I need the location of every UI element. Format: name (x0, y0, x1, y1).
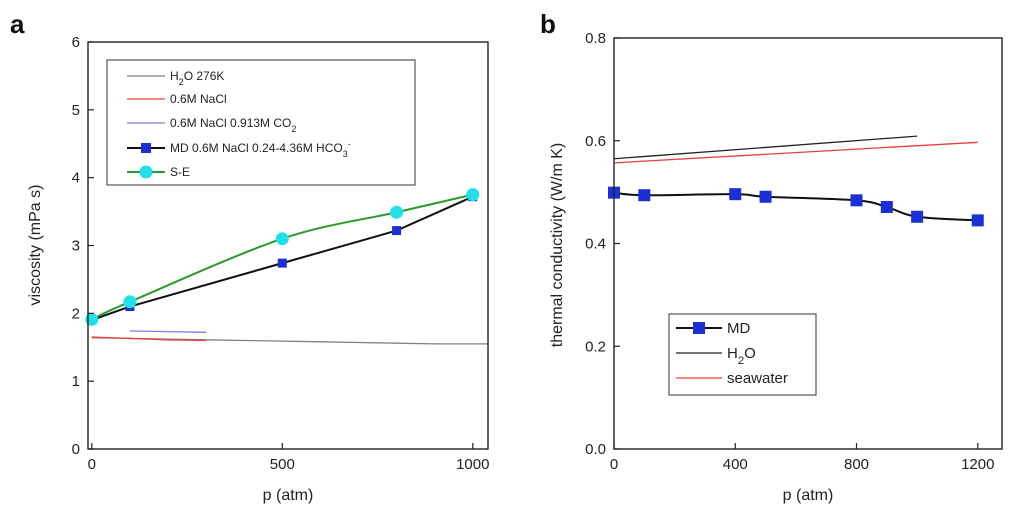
conductivity-y-axis-label: thermal conductivity (W/m K) (549, 143, 566, 347)
panel-a-label: a (10, 9, 25, 39)
x-tick-label: 800 (844, 456, 869, 473)
x-tick-label: 0 (610, 456, 618, 473)
legend-entry-4: S-E (170, 165, 190, 179)
data-point-circle (275, 232, 289, 246)
panel-b-label: b (540, 9, 556, 39)
legend-text: 0.6M NaCl (170, 92, 227, 106)
data-point-square (277, 258, 287, 268)
y-tick-label: 0 (72, 441, 80, 458)
data-point-circle (466, 188, 480, 202)
series-line-2 (613, 141, 978, 164)
data-point-circle (123, 295, 137, 309)
viscosity-y-axis-label: viscosity (mPa s) (27, 185, 44, 306)
x-tick-label: 0 (88, 456, 96, 473)
data-point-square (729, 188, 742, 201)
y-tick-label: 0.4 (585, 236, 606, 253)
data-point-square (911, 210, 924, 223)
series-line-2 (129, 330, 207, 333)
data-point-square (392, 226, 402, 236)
legend-swatch-square (693, 322, 705, 334)
y-tick-label: 0.2 (585, 338, 606, 355)
data-point-square (759, 190, 772, 203)
legend-entry-3: MD 0.6M NaCl 0.24-4.36M HCO3- (170, 139, 351, 159)
thermal-conductivity-chart: 0 400 800 1200 0.0 0.2 0.4 0.6 0.8 p (atm) therm… (549, 30, 1003, 504)
legend-text: 0.6M NaCl 0.913M CO (170, 116, 291, 130)
legend-text: H (727, 345, 738, 362)
legend-swatch-square (141, 143, 151, 153)
legend-entry-1: 0.6M NaCl (170, 92, 227, 106)
series-line-3 (91, 195, 474, 322)
data-point-circle (85, 312, 99, 326)
y-tick-label: 0.6 (585, 133, 606, 150)
viscosity-chart: 0 500 1000 0 1 2 3 4 5 6 p (atm) viscosity (mPa s… (27, 34, 489, 504)
legend-text: S-E (170, 165, 190, 179)
legend-text: seawater (727, 370, 788, 387)
legend-entry-2: seawater (727, 370, 788, 387)
legend-subscript: 2 (738, 355, 744, 367)
legend-entry-2: 0.6M NaCl 0.913M CO2 (170, 116, 296, 134)
x-tick-label: 400 (723, 456, 748, 473)
y-tick-label: 2 (72, 305, 80, 322)
legend-subscript: 2 (291, 124, 296, 134)
conductivity-ticks: 0 400 800 1200 0.0 0.2 0.4 0.6 0.8 (585, 30, 994, 473)
data-point-square (971, 214, 984, 227)
y-tick-label: 4 (72, 170, 80, 187)
y-tick-label: 3 (72, 238, 80, 255)
legend-superscript: - (348, 139, 351, 149)
y-tick-label: 6 (72, 34, 80, 51)
series-line-0 (613, 191, 978, 222)
legend-swatch-circle (139, 165, 153, 179)
legend-subscript: 3 (343, 149, 348, 159)
x-tick-label: 1200 (961, 456, 994, 473)
data-point-circle (390, 205, 404, 219)
data-point-square (638, 189, 651, 202)
legend-text: H (170, 69, 179, 83)
y-tick-label: 0.8 (585, 30, 606, 47)
y-tick-label: 5 (72, 102, 80, 119)
viscosity-plot-area (85, 188, 488, 345)
data-point-square (880, 201, 893, 214)
y-tick-label: 1 (72, 373, 80, 390)
y-tick-label: 0.0 (585, 441, 606, 458)
legend-text: MD (727, 320, 750, 337)
data-point-square (850, 194, 863, 207)
viscosity-x-axis-label: p (atm) (263, 487, 314, 504)
legend-entry-0: MD (727, 320, 750, 337)
legend-text: MD 0.6M NaCl 0.24-4.36M HCO (170, 141, 343, 155)
conductivity-plot-area (608, 135, 984, 227)
x-tick-label: 500 (270, 456, 295, 473)
legend-text-rest: O (744, 345, 756, 362)
viscosity-ticks: 0 500 1000 0 1 2 3 4 5 6 (72, 34, 490, 473)
legend-entry-0: H2O 276K (170, 69, 224, 87)
series-line-1 (91, 336, 207, 342)
x-tick-label: 1000 (456, 456, 489, 473)
legend-entry-1: H2O (727, 345, 756, 367)
legend-text-rest: O 276K (184, 69, 225, 83)
series-line-1 (613, 135, 918, 160)
legend-subscript: 2 (179, 77, 184, 87)
conductivity-x-axis-label: p (atm) (783, 487, 834, 504)
